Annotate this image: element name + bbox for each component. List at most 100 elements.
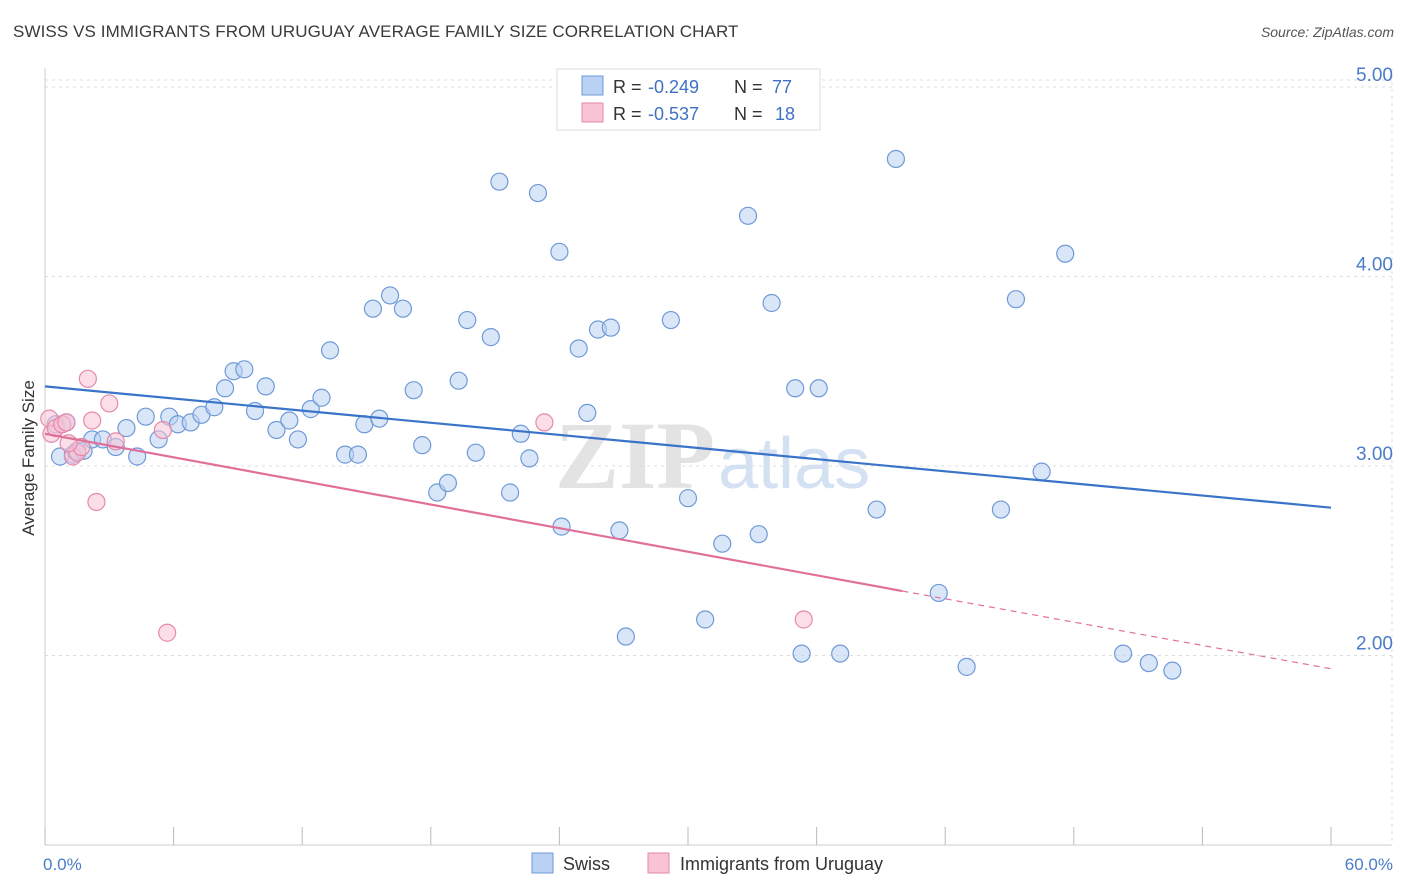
- legend-n-label-swiss: N =: [734, 77, 763, 97]
- uruguay-point: [83, 411, 102, 430]
- x-tick-label-max: 60.0%: [1345, 855, 1393, 874]
- swiss-point: [481, 328, 500, 347]
- swiss-point: [616, 627, 635, 646]
- swiss-point: [678, 489, 698, 508]
- series-legend-label-swiss: Swiss: [563, 854, 610, 874]
- swiss-point: [569, 339, 588, 358]
- legend-swatch-swiss: [581, 75, 604, 96]
- swiss-point: [1163, 661, 1182, 680]
- uruguay-point: [153, 420, 172, 440]
- swiss-point: [1056, 244, 1075, 263]
- swiss-point: [713, 534, 732, 553]
- swiss-point: [348, 445, 368, 464]
- chart-title: SWISS VS IMMIGRANTS FROM URUGUAY AVERAGE…: [13, 22, 739, 41]
- y-tick-label: 3.00: [1356, 444, 1393, 465]
- legend-swatch-uruguay: [581, 102, 604, 123]
- swiss-point: [550, 242, 569, 261]
- swiss-point: [786, 379, 805, 398]
- legend-r-value-uruguay: -0.537: [648, 104, 699, 124]
- swiss-point: [1139, 653, 1158, 673]
- trend-lines: [44, 385, 1332, 670]
- swiss-point: [831, 644, 850, 663]
- swiss-point: [1032, 462, 1051, 481]
- swiss-point: [661, 310, 680, 330]
- swiss-point: [413, 436, 432, 455]
- uruguay-trend-extension: [902, 590, 1332, 670]
- swiss-point: [466, 443, 485, 462]
- swiss-point: [449, 371, 468, 390]
- swiss-point: [1006, 290, 1026, 309]
- swiss-point: [1113, 644, 1133, 663]
- uruguay-point: [535, 413, 554, 432]
- swiss-point: [280, 411, 299, 430]
- swiss-point: [749, 525, 768, 544]
- source-credit: Source: ZipAtlas.com: [1260, 24, 1394, 40]
- swiss-point: [136, 407, 155, 426]
- swiss-point: [601, 318, 620, 337]
- swiss-point: [809, 379, 828, 398]
- swiss-point: [511, 424, 530, 443]
- series-legend-swatch-uruguay: [647, 852, 670, 874]
- swiss-point: [393, 299, 413, 318]
- uruguay-point: [87, 492, 106, 512]
- legend-r-label-swiss: R =: [613, 77, 642, 97]
- y-tick-labels: 2.00 3.00 4.00 5.00: [1356, 65, 1393, 655]
- swiss-point: [320, 341, 340, 360]
- uruguay-point: [100, 394, 119, 413]
- uruguay-point: [78, 369, 97, 388]
- swiss-point: [929, 583, 948, 603]
- swiss-point: [235, 360, 254, 379]
- uruguay-trend-line: [44, 432, 903, 593]
- uruguay-point: [794, 610, 813, 629]
- swiss-point: [991, 500, 1011, 519]
- y-tick-label: 4.00: [1356, 254, 1393, 275]
- swiss-point: [312, 388, 331, 407]
- uruguay-point: [158, 623, 177, 642]
- series-legend-swatch-swiss: [531, 852, 554, 874]
- legend-r-label-uruguay: R =: [613, 104, 642, 124]
- swiss-point: [288, 430, 308, 449]
- swiss-trend-line: [44, 385, 1332, 509]
- swiss-point: [501, 483, 520, 502]
- swiss-point: [363, 299, 383, 318]
- swiss-point: [696, 610, 715, 629]
- data-points: [40, 149, 1182, 680]
- y-tick-label: 2.00: [1356, 633, 1393, 654]
- y-axis-label: Average Family Size: [19, 380, 38, 536]
- legend-n-value-uruguay: 18: [775, 104, 795, 124]
- legend-n-label-uruguay: N =: [734, 104, 763, 124]
- swiss-point: [957, 657, 976, 676]
- swiss-point: [215, 379, 235, 398]
- swiss-point: [886, 149, 906, 169]
- swiss-point: [610, 521, 629, 540]
- swiss-point: [520, 449, 539, 468]
- series-legend: Swiss Immigrants from Uruguay: [531, 852, 883, 874]
- swiss-point: [762, 293, 781, 313]
- y-tick-label: 5.00: [1356, 65, 1393, 86]
- swiss-point: [117, 418, 136, 438]
- axes: [44, 68, 1392, 846]
- x-tick-label-min: 0.0%: [43, 855, 82, 874]
- swiss-point: [490, 172, 509, 191]
- zipatlas-watermark: ZIP atlas: [555, 402, 870, 509]
- swiss-point: [792, 644, 811, 663]
- watermark-atlas: atlas: [718, 424, 870, 504]
- legend-r-value-swiss: -0.249: [648, 77, 699, 97]
- swiss-point: [404, 381, 423, 400]
- swiss-point: [438, 473, 458, 493]
- correlation-legend: R = -0.249 N = 77 R = -0.537 N = 18: [556, 68, 821, 131]
- swiss-point: [458, 310, 477, 330]
- swiss-point: [528, 183, 548, 203]
- swiss-point: [380, 286, 400, 305]
- uruguay-point: [57, 413, 76, 432]
- swiss-point: [738, 206, 758, 225]
- series-legend-label-uruguay: Immigrants from Uruguay: [680, 854, 883, 874]
- swiss-point: [267, 420, 286, 440]
- swiss-point: [867, 500, 886, 519]
- legend-n-value-swiss: 77: [772, 77, 792, 97]
- swiss-point: [578, 403, 597, 423]
- swiss-point: [256, 377, 275, 396]
- x-tick-labels: 0.0% 60.0%: [43, 855, 1393, 874]
- swiss-point: [301, 400, 320, 419]
